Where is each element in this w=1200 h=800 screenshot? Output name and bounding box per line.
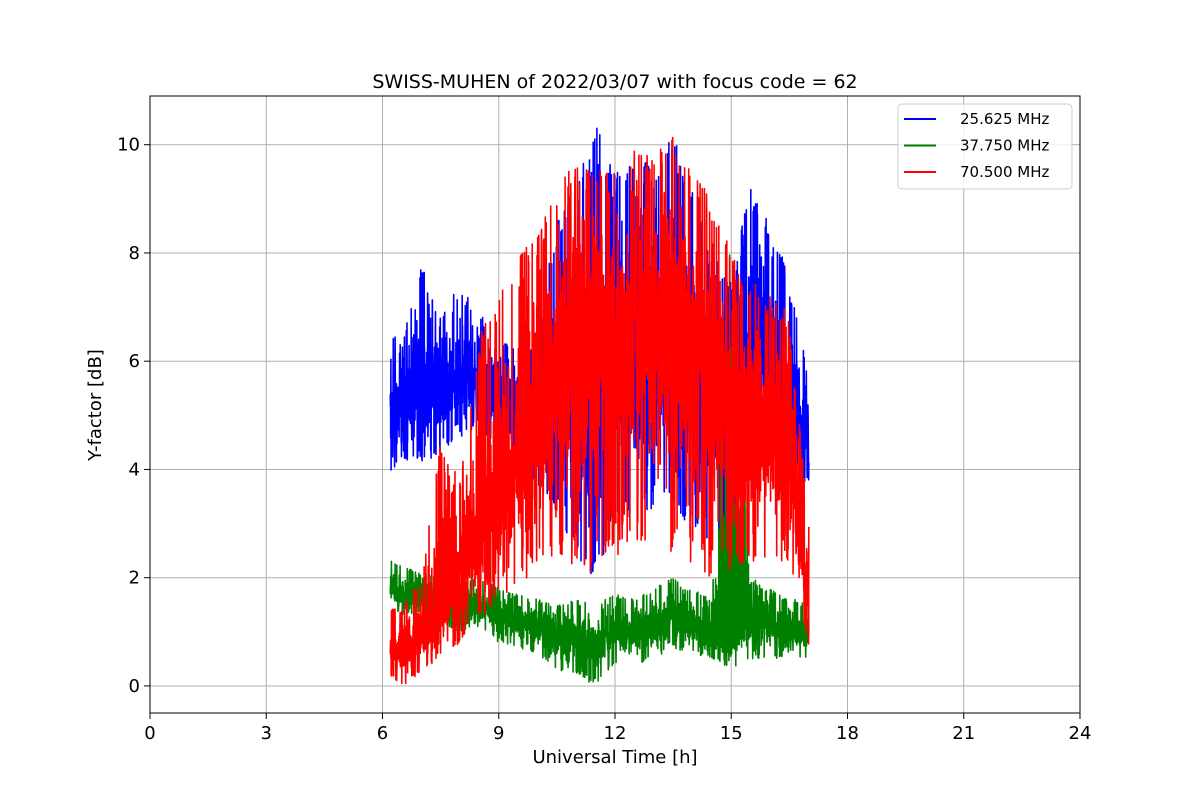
x-tick-label: 15 bbox=[720, 723, 743, 744]
y-axis-label: Y-factor [dB] bbox=[85, 349, 106, 462]
x-tick-label: 12 bbox=[604, 723, 627, 744]
x-tick-label: 6 bbox=[377, 723, 388, 744]
chart-title: SWISS-MUHEN of 2022/03/07 with focus cod… bbox=[372, 71, 857, 93]
y-tick-label: 6 bbox=[129, 351, 140, 372]
y-tick-label: 8 bbox=[129, 243, 140, 264]
y-tick-label: 10 bbox=[117, 135, 140, 156]
legend-entry: 70.500 MHz bbox=[960, 163, 1049, 181]
series-line-3 bbox=[389, 136, 810, 685]
x-tick-label: 0 bbox=[144, 723, 155, 744]
x-axis-label: Universal Time [h] bbox=[532, 747, 697, 768]
series-layer bbox=[389, 127, 810, 685]
x-tick-label: 3 bbox=[261, 723, 272, 744]
y-tick-label: 0 bbox=[129, 676, 140, 697]
x-tick-label: 18 bbox=[836, 723, 859, 744]
x-tick-label: 9 bbox=[493, 723, 504, 744]
x-tick-label: 21 bbox=[952, 723, 975, 744]
legend: 25.625 MHz 37.750 MHz 70.500 MHz bbox=[897, 103, 1073, 190]
legend-box bbox=[897, 103, 1073, 190]
y-tick-label: 4 bbox=[129, 459, 140, 480]
x-tick-label: 24 bbox=[1069, 723, 1092, 744]
legend-entry: 25.625 MHz bbox=[960, 110, 1049, 128]
legend-entry: 37.750 MHz bbox=[960, 137, 1049, 155]
y-tick-label: 2 bbox=[129, 568, 140, 589]
